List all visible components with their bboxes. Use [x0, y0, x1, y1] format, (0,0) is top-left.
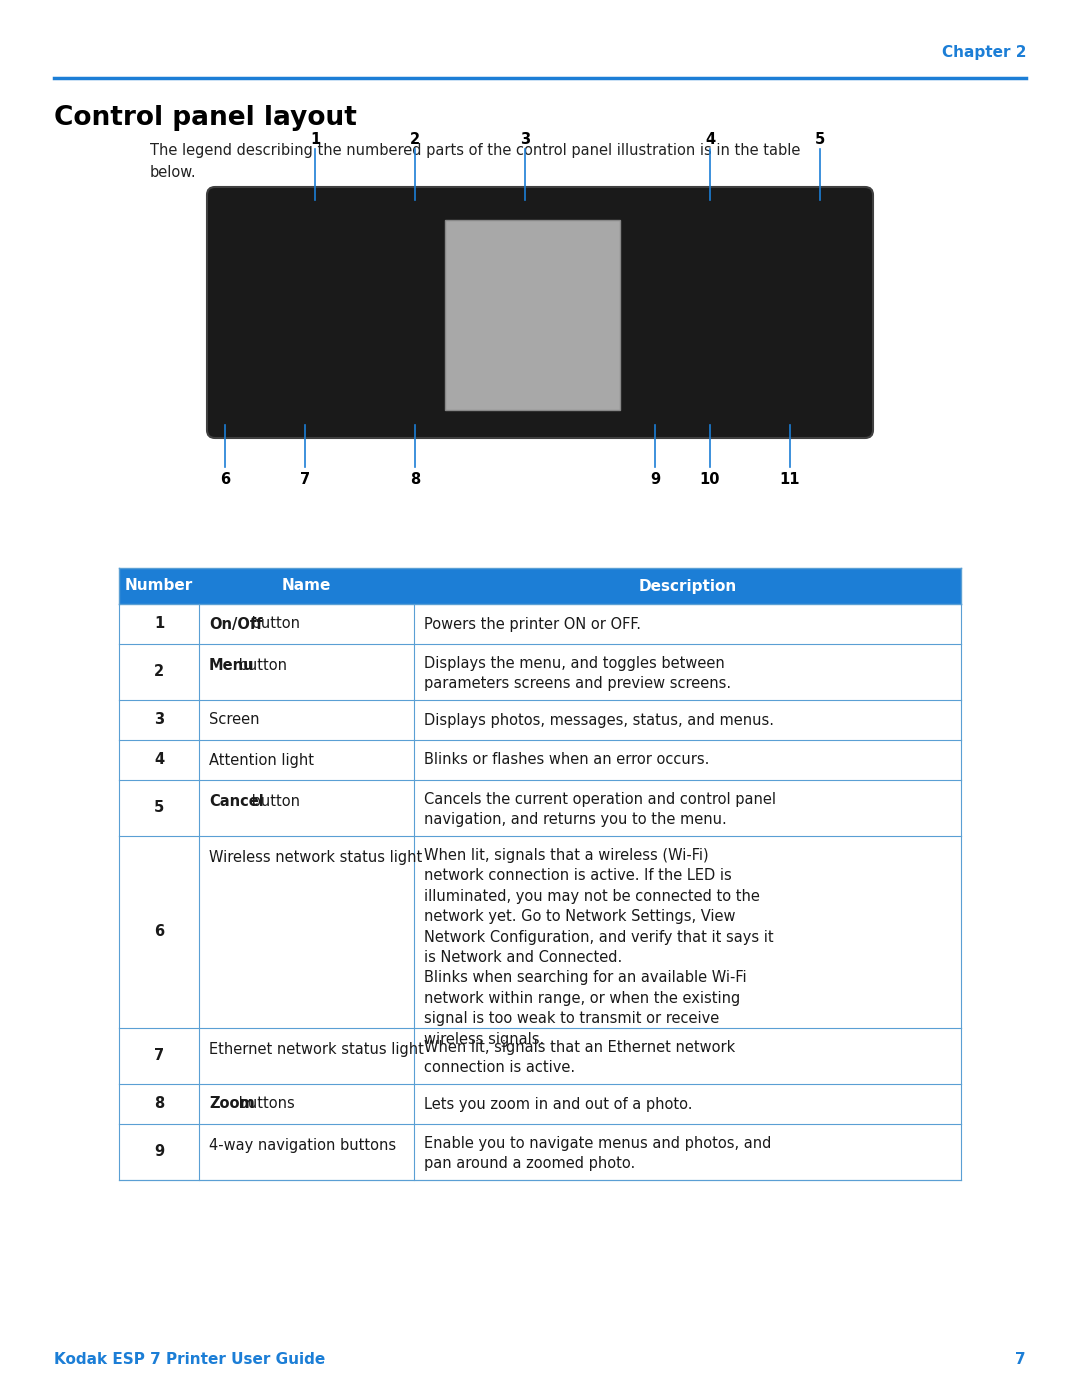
Text: On/Off: On/Off — [210, 616, 262, 631]
Text: Powers the printer ON or OFF.: Powers the printer ON or OFF. — [423, 616, 640, 631]
Text: Cancel: Cancel — [210, 793, 264, 809]
Text: 2: 2 — [410, 131, 420, 147]
Bar — [119, 1084, 961, 1125]
Bar — [119, 740, 961, 780]
Text: Attention light: Attention light — [210, 753, 314, 767]
Text: Chapter 2: Chapter 2 — [942, 45, 1026, 60]
Text: buttons: buttons — [234, 1097, 295, 1112]
Text: Cancels the current operation and control panel
navigation, and returns you to t: Cancels the current operation and contro… — [423, 792, 775, 827]
Text: 4-way navigation buttons: 4-way navigation buttons — [210, 1139, 396, 1153]
Text: 6: 6 — [154, 925, 164, 940]
Text: 11: 11 — [780, 472, 800, 488]
Text: 5: 5 — [153, 800, 164, 816]
Text: 9: 9 — [650, 472, 660, 488]
Text: 2: 2 — [154, 665, 164, 679]
Text: Lets you zoom in and out of a photo.: Lets you zoom in and out of a photo. — [423, 1097, 692, 1112]
Text: 10: 10 — [700, 472, 720, 488]
Text: Name: Name — [282, 578, 332, 594]
Text: Zoom: Zoom — [210, 1097, 255, 1112]
Text: Displays the menu, and toggles between
parameters screens and preview screens.: Displays the menu, and toggles between p… — [423, 657, 731, 692]
Text: 8: 8 — [410, 472, 420, 488]
Text: 7: 7 — [1015, 1352, 1026, 1368]
Text: Description: Description — [638, 578, 737, 594]
Text: 5: 5 — [815, 131, 825, 147]
Text: 4: 4 — [705, 131, 715, 147]
Text: Number: Number — [125, 578, 193, 594]
Bar — [119, 604, 961, 644]
Text: Screen: Screen — [210, 712, 259, 728]
Text: Blinks or flashes when an error occurs.: Blinks or flashes when an error occurs. — [423, 753, 710, 767]
Text: Enable you to navigate menus and photos, and
pan around a zoomed photo.: Enable you to navigate menus and photos,… — [423, 1136, 771, 1172]
FancyBboxPatch shape — [207, 187, 873, 439]
Text: 1: 1 — [310, 131, 320, 147]
Text: Wireless network status light: Wireless network status light — [210, 849, 422, 865]
Bar — [119, 835, 961, 1028]
Text: Ethernet network status light: Ethernet network status light — [210, 1042, 423, 1058]
Text: 3: 3 — [154, 712, 164, 728]
Text: button: button — [234, 658, 287, 673]
Text: button: button — [247, 793, 300, 809]
Text: 9: 9 — [154, 1144, 164, 1160]
Bar — [119, 1125, 961, 1180]
Text: Control panel layout: Control panel layout — [54, 105, 356, 131]
Text: When lit, signals that an Ethernet network
connection is active.: When lit, signals that an Ethernet netwo… — [423, 1039, 735, 1076]
Text: When lit, signals that a wireless (Wi-Fi)
network connection is active. If the L: When lit, signals that a wireless (Wi-Fi… — [423, 848, 773, 1046]
Text: 6: 6 — [220, 472, 230, 488]
Text: The legend describing the numbered parts of the control panel illustration is in: The legend describing the numbered parts… — [150, 142, 800, 180]
Bar — [119, 644, 961, 700]
Text: 7: 7 — [300, 472, 310, 488]
Bar — [119, 569, 961, 604]
Bar — [119, 1028, 961, 1084]
Text: 1: 1 — [153, 616, 164, 631]
Bar — [119, 780, 961, 835]
Text: Kodak ESP 7 Printer User Guide: Kodak ESP 7 Printer User Guide — [54, 1352, 325, 1368]
Text: 8: 8 — [153, 1097, 164, 1112]
Text: button: button — [247, 616, 300, 631]
Text: Menu: Menu — [210, 658, 255, 673]
Text: Displays photos, messages, status, and menus.: Displays photos, messages, status, and m… — [423, 712, 773, 728]
Text: 4: 4 — [154, 753, 164, 767]
Text: 3: 3 — [519, 131, 530, 147]
Bar — [119, 700, 961, 740]
Bar — [445, 219, 620, 409]
Text: 7: 7 — [154, 1049, 164, 1063]
